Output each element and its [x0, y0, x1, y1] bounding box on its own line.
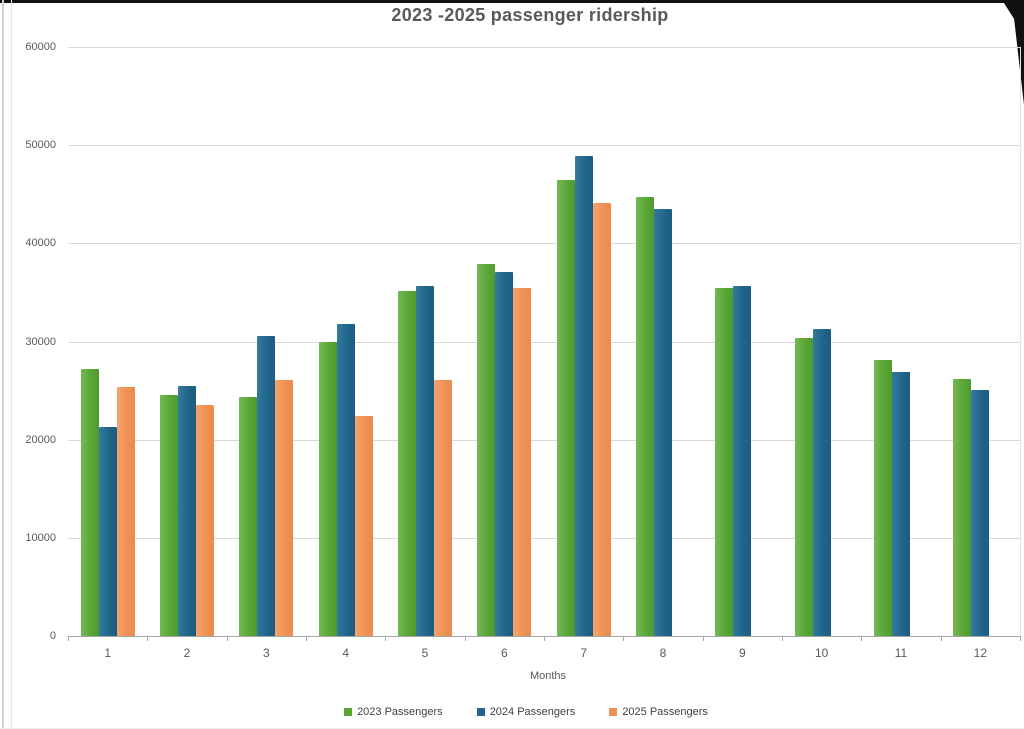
x-axis-tickmark — [226, 636, 228, 641]
y-axis-tick-label: 50000 — [25, 139, 56, 152]
bar-2023-month-7 — [556, 179, 575, 636]
legend-label: 2024 Passengers — [489, 706, 576, 718]
bar-2023-month-9 — [715, 288, 734, 636]
bar-2024-month-2 — [178, 385, 196, 636]
x-axis-category-label: 9 — [738, 646, 746, 660]
gridline-30000 — [68, 341, 1020, 343]
x-axis-tickmark — [702, 636, 704, 641]
x-axis-tickmark — [464, 636, 466, 641]
bar-2023-month-6 — [477, 263, 496, 636]
bar-2025-month-1 — [116, 386, 135, 636]
x-axis-tickmark — [147, 636, 149, 641]
bar-2024-month-11 — [892, 371, 910, 636]
bar-2023-month-11 — [874, 360, 892, 636]
bar-2024-month-9 — [733, 285, 752, 636]
x-axis-category-label: 11 — [894, 646, 908, 660]
bar-2023-month-5 — [398, 291, 416, 636]
bar-2023-month-2 — [160, 395, 178, 636]
x-axis-category-label: 3 — [262, 646, 270, 660]
gridline-20000 — [68, 439, 1020, 441]
bar-2023-month-1 — [80, 368, 99, 636]
legend-label: 2025 Passengers — [622, 706, 708, 718]
gridline-40000 — [68, 243, 1020, 245]
bar-2024-month-12 — [971, 389, 990, 636]
legend-swatch-icon — [344, 708, 353, 716]
gridline-10000 — [68, 537, 1020, 539]
bar-2024-month-4 — [336, 323, 355, 636]
x-axis-tickmark — [68, 636, 69, 641]
bar-2024-month-8 — [654, 208, 672, 636]
legend-item-2025: 2025 Passengers — [609, 706, 708, 718]
bar-2024-month-1 — [98, 426, 117, 636]
x-axis-tickmark — [544, 636, 545, 641]
chart-title: 2023 -2025 passenger ridership — [391, 5, 669, 25]
page-border-line-inner — [11, 0, 12, 728]
x-axis-tickmark — [306, 636, 307, 641]
bar-2025-month-2 — [196, 405, 214, 636]
gridline-50000 — [68, 145, 1020, 147]
y-axis-tick-label: 0 — [49, 630, 56, 642]
bar-2025-month-7 — [592, 203, 611, 636]
bar-2023-month-4 — [318, 342, 337, 636]
bar-2025-month-4 — [354, 416, 373, 636]
y-axis-tick-label: 40000 — [25, 237, 56, 250]
x-axis-category-label: 7 — [580, 646, 587, 660]
x-axis-tickmark — [1020, 636, 1021, 641]
x-axis-tickmark — [940, 636, 942, 641]
y-axis-tick-label: 30000 — [25, 335, 56, 348]
bar-2024-month-5 — [416, 285, 434, 636]
bar-2023-month-3 — [239, 397, 258, 636]
x-axis-category-label: 1 — [104, 646, 111, 660]
x-axis-category-label: 10 — [814, 646, 829, 660]
legend-swatch-icon — [476, 708, 485, 716]
bar-2025-month-6 — [513, 288, 532, 636]
legend-item-2023: 2023 Passengers — [344, 706, 443, 718]
bar-2023-month-8 — [636, 197, 654, 636]
legend-item-2024: 2024 Passengers — [476, 706, 576, 718]
bar-2024-month-7 — [574, 155, 593, 636]
bar-2025-month-3 — [275, 379, 294, 636]
bar-2023-month-12 — [953, 378, 972, 636]
bar-2024-month-6 — [495, 271, 514, 636]
bar-2025-month-5 — [434, 379, 452, 636]
y-axis-tick-label: 10000 — [25, 531, 56, 544]
x-axis-category-label: 6 — [500, 646, 508, 660]
chart-legend: 2023 Passengers 2024 Passengers 2025 Passe… — [0, 706, 1024, 718]
x-axis-category-label: 12 — [973, 646, 987, 660]
bar-2023-month-10 — [794, 337, 813, 636]
x-axis-category-label: 5 — [421, 646, 429, 660]
x-axis-tickmark — [782, 636, 783, 641]
page-border-line-outer — [2, 0, 4, 728]
x-axis-category-label: 2 — [183, 646, 191, 660]
x-axis-tickmark — [861, 636, 863, 641]
legend-label: 2023 Passengers — [357, 706, 443, 718]
bar-2024-month-3 — [257, 335, 276, 636]
y-axis-tick-label: 60000 — [25, 41, 56, 53]
x-axis-tickmark — [623, 636, 625, 641]
legend-swatch-icon — [609, 708, 618, 716]
x-axis-tickmark — [385, 636, 387, 641]
photo-top-edge — [0, 0, 1024, 3]
x-axis-title: Months — [529, 670, 567, 682]
y-axis-tick-label: 20000 — [25, 433, 56, 446]
x-axis-category-label: 4 — [342, 646, 349, 660]
gridline-60000 — [68, 47, 1020, 48]
plot-right-border — [1020, 47, 1021, 636]
x-axis-category-label: 8 — [659, 646, 667, 660]
bar-2024-month-10 — [812, 328, 831, 636]
